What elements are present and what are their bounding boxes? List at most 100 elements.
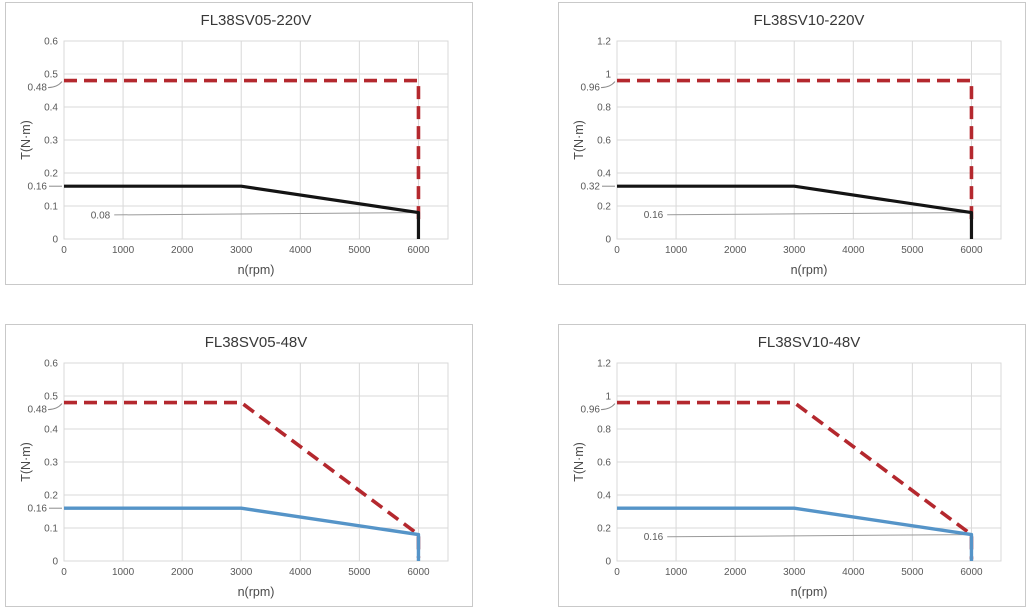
y-callout-0.32: 0.32 [581, 182, 615, 193]
y-tick-label: 0.2 [597, 524, 611, 535]
y-axis-title: T(N·m) [572, 120, 586, 160]
x-tick-label: 1000 [665, 245, 688, 256]
chart-fl38sv05-220v: 0 1000 2000 3000 4000 5000 6000 0 0.1 0.2 0.3 0.4 0.… [19, 12, 449, 277]
annotation-0.16: 0.16 [644, 210, 972, 221]
y-tick-label: 0.5 [44, 70, 58, 81]
y-callout-0.16: 0.16 [28, 504, 62, 515]
x-axis-title: n(rpm) [238, 585, 275, 599]
y-tick-label: 0.2 [44, 169, 58, 180]
x-tick-label: 6000 [407, 567, 430, 578]
y-callout-label: 0.16 [28, 504, 48, 515]
peak-torque-line [64, 78, 421, 223]
chart-fl38sv10-220v: 0 1000 2000 3000 4000 5000 6000 0 0.2 0.4 0.6 0.8 1 1… [572, 12, 1002, 277]
x-axis-tick-labels: 0 1000 2000 3000 4000 5000 6000 [614, 245, 983, 256]
chart-title: FL38SV10-220V [754, 12, 865, 29]
y-axis-title: T(N·m) [19, 120, 33, 160]
annotation-label: 0.16 [644, 532, 664, 543]
chart-panel-4: 0 1000 2000 3000 4000 5000 6000 0 0.2 0.4 0.6 0.8 1 1… [558, 324, 1026, 607]
y-callout-label: 0.48 [28, 83, 48, 94]
x-tick-label: 4000 [842, 245, 865, 256]
x-tick-label: 6000 [960, 245, 983, 256]
y-tick-label: 0 [605, 235, 611, 246]
annotation-label: 0.08 [91, 210, 111, 221]
y-tick-label: 0.4 [44, 425, 58, 436]
x-tick-label: 2000 [724, 245, 747, 256]
x-axis-tick-labels: 0 1000 2000 3000 4000 5000 6000 [61, 567, 430, 578]
x-tick-label: 6000 [960, 567, 983, 578]
y-tick-label: 0.3 [44, 458, 58, 469]
y-tick-label: 0.6 [44, 37, 58, 48]
x-tick-label: 5000 [901, 567, 924, 578]
x-axis-tick-labels: 0 1000 2000 3000 4000 5000 6000 [614, 567, 983, 578]
y-callout-0.96: 0.96 [581, 403, 616, 416]
annotation-leader-line [667, 534, 972, 538]
chart-panel-3: 0 1000 2000 3000 4000 5000 6000 0 0.1 0.2 0.3 0.4 0.… [5, 324, 473, 607]
y-tick-label: 0.6 [597, 136, 611, 147]
y-tick-label: 1 [605, 70, 611, 81]
y-callout-label: 0.96 [581, 405, 601, 416]
y-callout-0.96: 0.96 [581, 81, 616, 94]
annotation-0.08: 0.08 [91, 210, 419, 221]
chart-title: FL38SV05-220V [201, 12, 312, 29]
y-callout-0.16: 0.16 [28, 182, 62, 193]
y-callout-0.48: 0.48 [28, 81, 63, 94]
y-tick-label: 0.2 [597, 202, 611, 213]
chart-title: FL38SV10-48V [758, 334, 861, 351]
x-tick-label: 4000 [289, 567, 312, 578]
x-tick-label: 5000 [901, 245, 924, 256]
chart-title: FL38SV05-48V [205, 334, 308, 351]
grid [616, 40, 1002, 240]
x-tick-label: 3000 [230, 245, 253, 256]
annotation-label: 0.16 [644, 210, 664, 221]
x-tick-label: 3000 [230, 567, 253, 578]
x-tick-label: 1000 [665, 567, 688, 578]
y-tick-label: 1.2 [597, 37, 611, 48]
x-tick-label: 2000 [171, 245, 194, 256]
y-tick-label: 0 [605, 557, 611, 568]
grid [616, 362, 1002, 562]
plot-border [63, 40, 449, 240]
annotation-leader-line [667, 212, 972, 216]
rated-torque-line [64, 506, 421, 561]
callout-leader-line [47, 403, 63, 411]
y-axis-title: T(N·m) [19, 442, 33, 482]
y-callout-label: 0.96 [581, 83, 601, 94]
x-tick-label: 2000 [171, 567, 194, 578]
y-tick-label: 0.6 [597, 458, 611, 469]
y-tick-label: 0.2 [44, 491, 58, 502]
x-tick-label: 1000 [112, 245, 135, 256]
y-axis-tick-labels: 0 0.2 0.4 0.6 0.8 1 1.2 [597, 37, 611, 246]
x-tick-label: 5000 [348, 567, 371, 578]
plot-border [63, 362, 449, 562]
annotation-0.16: 0.16 [644, 532, 972, 543]
x-tick-label: 0 [61, 567, 67, 578]
y-tick-label: 0.1 [44, 202, 58, 213]
rated-torque-line [617, 506, 974, 561]
y-tick-label: 0.8 [597, 425, 611, 436]
x-tick-label: 4000 [842, 567, 865, 578]
x-axis-title: n(rpm) [238, 263, 275, 277]
y-tick-label: 0.6 [44, 359, 58, 370]
y-tick-label: 0.5 [44, 392, 58, 403]
y-axis-tick-labels: 0 0.2 0.4 0.6 0.8 1 1.2 [597, 359, 611, 568]
y-axis-tick-labels: 0 0.1 0.2 0.3 0.4 0.5 0.6 [44, 37, 58, 246]
y-tick-label: 0.4 [597, 491, 611, 502]
grid [63, 40, 449, 240]
x-axis-title: n(rpm) [791, 263, 828, 277]
y-tick-label: 0.3 [44, 136, 58, 147]
y-axis-title: T(N·m) [572, 442, 586, 482]
x-tick-label: 4000 [289, 245, 312, 256]
y-callout-0.48: 0.48 [28, 403, 63, 416]
chart-panel-2: 0 1000 2000 3000 4000 5000 6000 0 0.2 0.4 0.6 0.8 1 1… [558, 2, 1026, 285]
plot-border [616, 40, 1002, 240]
y-tick-label: 0.8 [597, 103, 611, 114]
y-tick-label: 1 [605, 392, 611, 403]
y-tick-label: 1.2 [597, 359, 611, 370]
x-tick-label: 0 [614, 567, 620, 578]
y-tick-label: 0 [52, 557, 58, 568]
x-tick-label: 5000 [348, 245, 371, 256]
chart-fl38sv05-48v: 0 1000 2000 3000 4000 5000 6000 0 0.1 0.2 0.3 0.4 0.… [19, 334, 449, 599]
y-callout-label: 0.48 [28, 405, 48, 416]
callout-leader-line [47, 81, 63, 89]
